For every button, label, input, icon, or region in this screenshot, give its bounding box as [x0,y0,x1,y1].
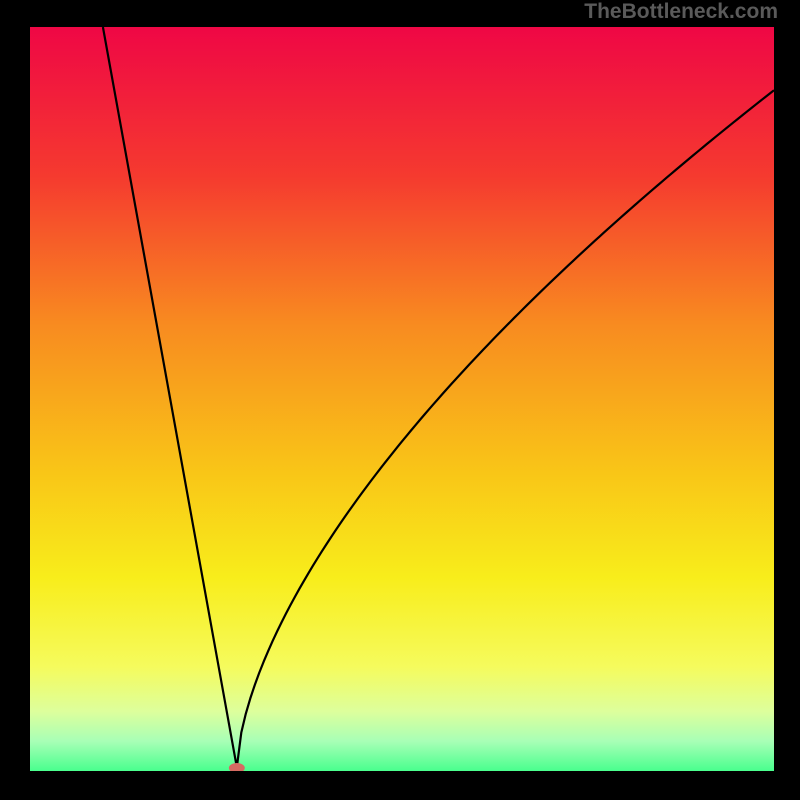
chart-frame: TheBottleneck.com [0,0,800,800]
bottleneck-chart [30,27,774,771]
attribution-label: TheBottleneck.com [584,0,778,24]
gradient-background [30,27,774,771]
plot-area [30,27,774,771]
